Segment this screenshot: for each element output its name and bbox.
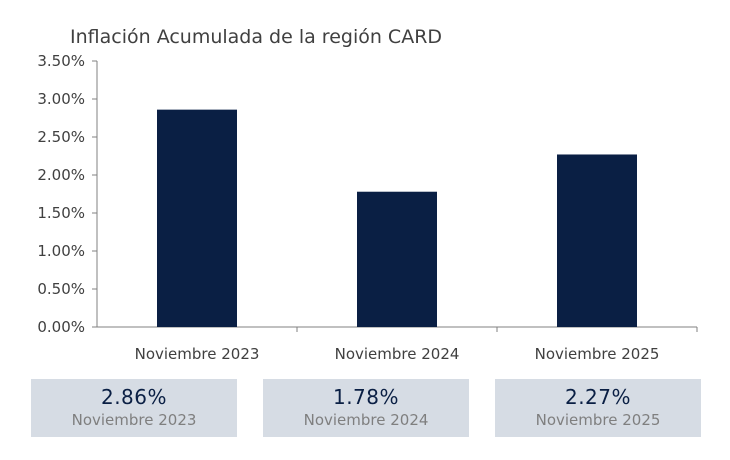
x-tick-label: Noviembre 2024: [335, 345, 460, 363]
y-tick-label: 1.00%: [37, 242, 85, 260]
chart-title: Inflación Acumulada de la región CARD: [70, 26, 442, 48]
y-tick-label: 0.50%: [37, 280, 85, 298]
y-tick-label: 2.00%: [37, 166, 85, 184]
summary-card-2024: 1.78% Noviembre 2024: [263, 379, 469, 437]
y-tick-label: 0.00%: [37, 318, 85, 336]
y-tick-label: 1.50%: [37, 204, 85, 222]
bar: [357, 191, 437, 327]
bar: [557, 154, 637, 327]
card-value: 1.78%: [332, 385, 400, 409]
card-label: Noviembre 2023: [71, 411, 197, 429]
summary-card-2023: 2.86% Noviembre 2023: [31, 379, 237, 437]
summary-cards: 2.86% Noviembre 2023 1.78% Noviembre 202…: [0, 379, 730, 437]
card-label: Noviembre 2024: [303, 411, 429, 429]
x-tick-label: Noviembre 2023: [135, 345, 260, 363]
y-tick-label: 3.50%: [37, 52, 85, 70]
bar-chart: Inflación Acumulada de la región CARD 0.…: [37, 26, 698, 363]
card-label: Noviembre 2025: [535, 411, 661, 429]
bar: [157, 109, 237, 327]
y-axis-ticks: 0.00% 0.50% 1.00% 1.50% 2.00% 2.50% 3.00% 3.50%: [37, 52, 97, 336]
y-tick-label: 2.50%: [37, 128, 85, 146]
card-value: 2.86%: [100, 385, 168, 409]
card-value: 2.27%: [564, 385, 632, 409]
x-axis-ticks: Noviembre 2023 Noviembre 2024 Noviembre 20…: [135, 327, 698, 363]
x-tick-label: Noviembre 2025: [535, 345, 660, 363]
bars-group: [157, 109, 637, 327]
summary-card-2025: 2.27% Noviembre 2025: [495, 379, 701, 437]
y-tick-label: 3.00%: [37, 90, 85, 108]
